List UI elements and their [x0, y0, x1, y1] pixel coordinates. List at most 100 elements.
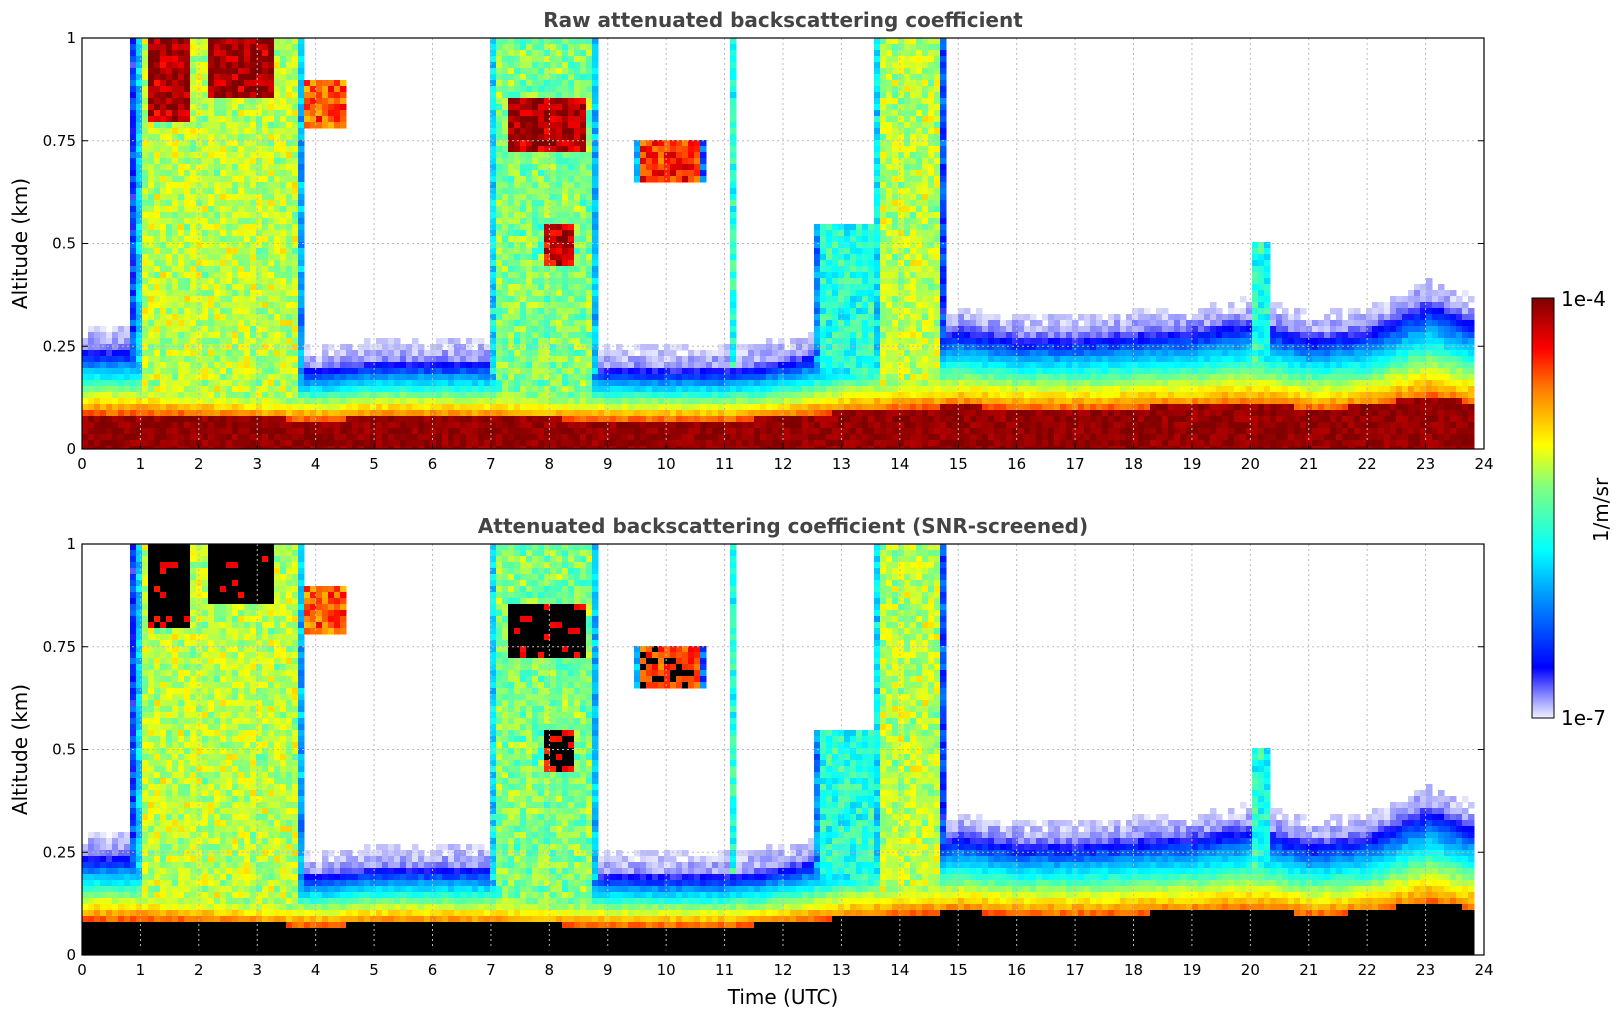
heatmap-cell [520, 158, 527, 165]
heatmap-cell [676, 146, 683, 153]
heatmap-cell [406, 446, 413, 449]
heatmap-cell [796, 440, 803, 447]
heatmap-cell [580, 260, 587, 267]
heatmap-cell [646, 344, 653, 351]
heatmap-cell [208, 158, 215, 165]
heatmap-cell [508, 56, 515, 63]
heatmap-cell [430, 398, 437, 405]
heatmap-cell [580, 416, 587, 423]
heatmap-cell [580, 56, 587, 63]
heatmap-cell [352, 404, 359, 411]
heatmap-cell [562, 368, 569, 375]
heatmap-cell [688, 416, 695, 423]
heatmap-cell [568, 386, 575, 393]
heatmap-cell [358, 380, 365, 387]
heatmap-cell [670, 350, 677, 357]
heatmap-cell [562, 206, 569, 213]
heatmap-cell [562, 314, 569, 321]
heatmap-cell [388, 374, 395, 381]
heatmap-cell [250, 362, 257, 369]
heatmap-cell [178, 86, 185, 93]
heatmap-cell [592, 236, 599, 243]
heatmap-cell [388, 410, 395, 417]
heatmap-cell [694, 374, 701, 381]
heatmap-cell [700, 164, 707, 171]
heatmap-cell [202, 278, 209, 285]
heatmap-cell [496, 146, 503, 153]
heatmap-cell [406, 428, 413, 435]
heatmap-cell [544, 206, 551, 213]
heatmap-cell [496, 80, 503, 87]
heatmap-cell [766, 428, 773, 435]
heatmap-cell [592, 38, 599, 45]
heatmap-cell [100, 440, 107, 447]
heatmap-cell [154, 182, 161, 189]
heatmap-cell [670, 392, 677, 399]
heatmap-cell [274, 314, 281, 321]
heatmap-cell [454, 344, 461, 351]
heatmap-cell [274, 380, 281, 387]
heatmap-cell [628, 362, 635, 369]
heatmap-cell [226, 428, 233, 435]
heatmap-cell [538, 56, 545, 63]
heatmap-cell [592, 44, 599, 51]
heatmap-cell [634, 344, 641, 351]
heatmap-cell [550, 116, 557, 123]
heatmap-cell [274, 302, 281, 309]
heatmap-cell [226, 194, 233, 201]
heatmap-cell [328, 122, 335, 129]
heatmap-cell [526, 254, 533, 261]
heatmap-cell [556, 134, 563, 141]
heatmap-cell [544, 350, 551, 357]
heatmap-cell [238, 356, 245, 363]
heatmap-cell [286, 68, 293, 75]
heatmap-cell [790, 356, 797, 363]
heatmap-cell [250, 272, 257, 279]
heatmap-cell [754, 428, 761, 435]
heatmap-cell [280, 86, 287, 93]
heatmap-cell [88, 326, 95, 333]
heatmap-cell [520, 410, 527, 417]
heatmap-cell [820, 344, 827, 351]
heatmap-cell [538, 98, 545, 105]
heatmap-cell [640, 170, 647, 177]
heatmap-cell [256, 200, 263, 207]
heatmap-cell [538, 434, 545, 441]
heatmap-cell [88, 392, 95, 399]
heatmap-cell [226, 338, 233, 345]
heatmap-cell [292, 230, 299, 237]
heatmap-cell [478, 350, 485, 357]
heatmap-cell [472, 338, 479, 345]
heatmap-cell [196, 128, 203, 135]
heatmap-cell [676, 344, 683, 351]
heatmap-cell [586, 134, 593, 141]
heatmap-cell [724, 380, 731, 387]
heatmap-cell [562, 110, 569, 117]
heatmap-cell [112, 440, 119, 447]
heatmap-cell [562, 362, 569, 369]
heatmap-cell [520, 92, 527, 99]
heatmap-cell [136, 428, 143, 435]
heatmap-cell [556, 440, 563, 447]
heatmap-cell [274, 152, 281, 159]
heatmap-cell [526, 440, 533, 447]
heatmap-cell [298, 434, 305, 441]
heatmap-cell [268, 170, 275, 177]
heatmap-cell [280, 434, 287, 441]
heatmap-cell [202, 446, 209, 449]
heatmap-cell [586, 260, 593, 267]
heatmap-cell [304, 392, 311, 399]
heatmap-cell [394, 440, 401, 447]
heatmap-cell [250, 344, 257, 351]
heatmap-cell [166, 404, 173, 411]
heatmap-cell [136, 386, 143, 393]
heatmap-cell [586, 128, 593, 135]
heatmap-cell [520, 302, 527, 309]
heatmap-cell [514, 206, 521, 213]
heatmap-cell [778, 428, 785, 435]
heatmap-cell [796, 374, 803, 381]
heatmap-cell [730, 74, 737, 81]
heatmap-cell [82, 404, 89, 411]
heatmap-cell [220, 314, 227, 321]
heatmap-cell [568, 416, 575, 423]
